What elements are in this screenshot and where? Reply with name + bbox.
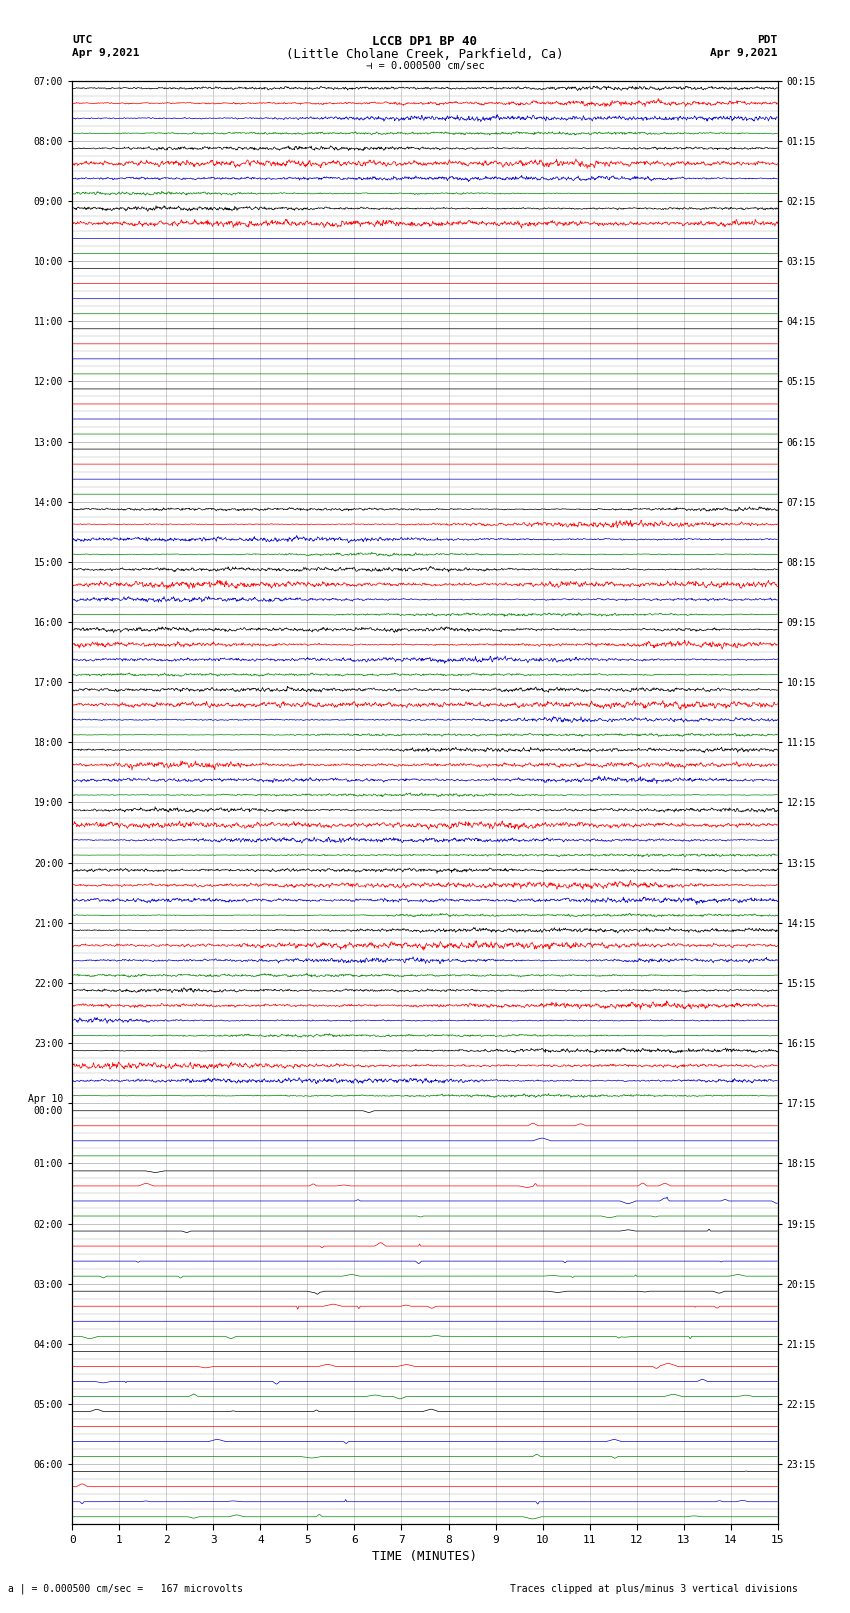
Text: Apr 9,2021: Apr 9,2021 (72, 48, 139, 58)
Text: ⊣ = 0.000500 cm/sec: ⊣ = 0.000500 cm/sec (366, 61, 484, 71)
X-axis label: TIME (MINUTES): TIME (MINUTES) (372, 1550, 478, 1563)
Text: Apr 9,2021: Apr 9,2021 (711, 48, 778, 58)
Text: Traces clipped at plus/minus 3 vertical divisions: Traces clipped at plus/minus 3 vertical … (510, 1584, 798, 1594)
Text: UTC: UTC (72, 35, 93, 45)
Text: (Little Cholane Creek, Parkfield, Ca): (Little Cholane Creek, Parkfield, Ca) (286, 48, 564, 61)
Text: PDT: PDT (757, 35, 778, 45)
Text: a | = 0.000500 cm/sec =   167 microvolts: a | = 0.000500 cm/sec = 167 microvolts (8, 1582, 243, 1594)
Text: LCCB DP1 BP 40: LCCB DP1 BP 40 (372, 35, 478, 48)
